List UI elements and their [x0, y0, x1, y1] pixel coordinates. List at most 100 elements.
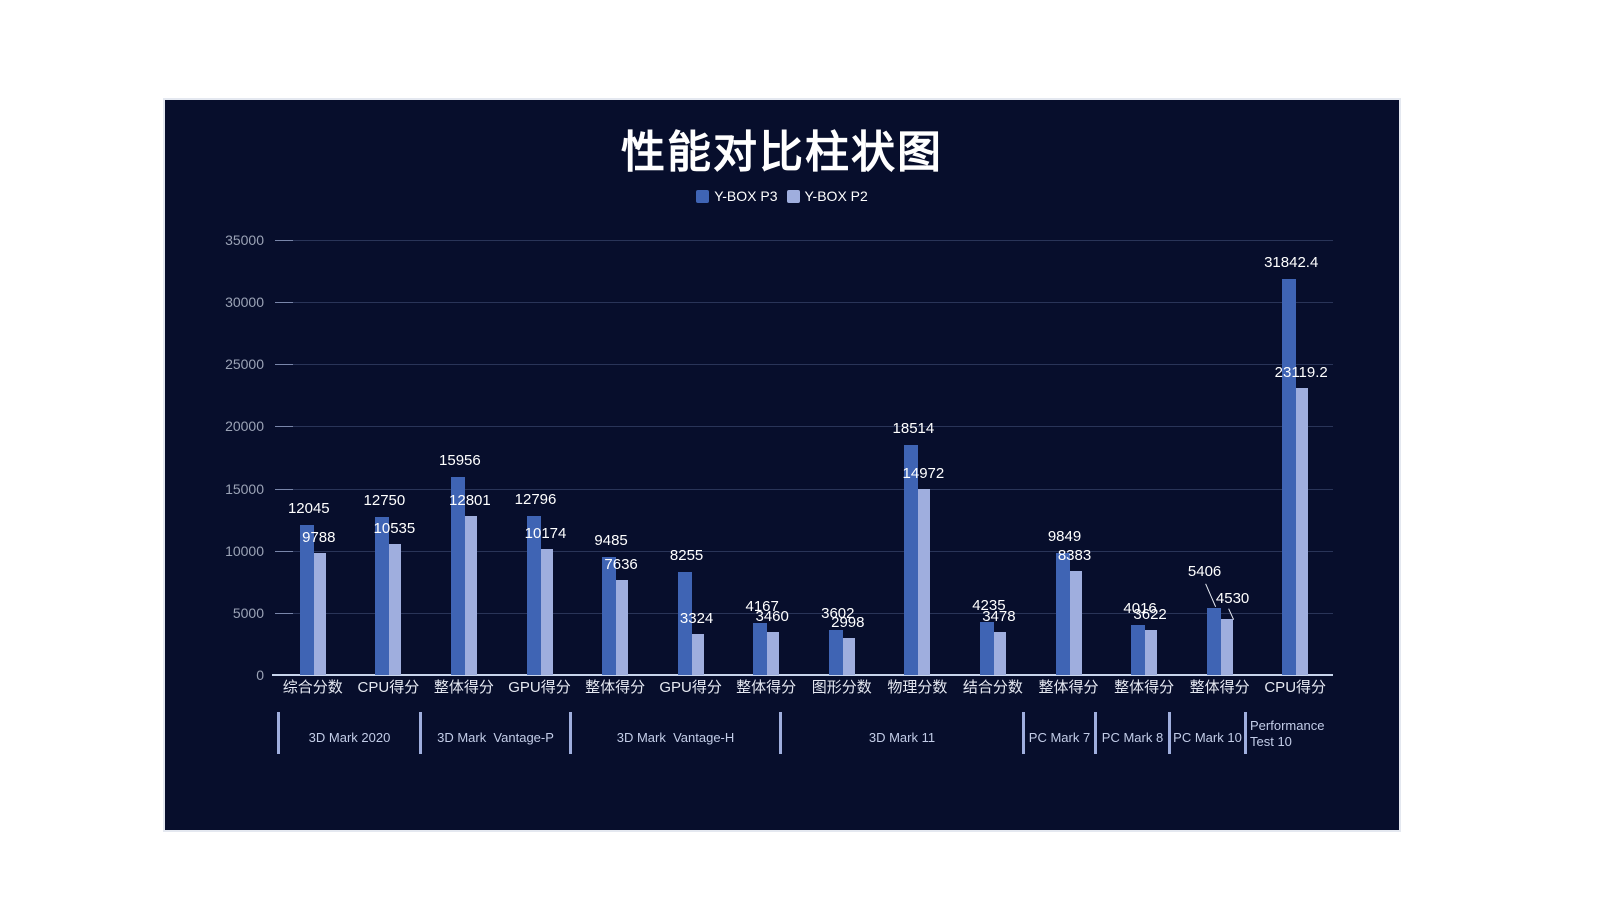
value-label-p2: 4530 — [1215, 589, 1250, 607]
gridline — [275, 488, 1333, 490]
x-category-label: 整体得分 — [433, 679, 494, 696]
y-axis-tick — [275, 302, 293, 304]
value-label-p2: 14972 — [902, 464, 945, 482]
value-label-p3: 9849 — [1047, 527, 1082, 545]
chart-panel: 性能对比柱状图 Y-BOX P3 Y-BOX P2 0 5000 10000 1500… — [163, 98, 1401, 832]
bar-ybox-p3 — [299, 525, 314, 675]
group-separator — [1022, 712, 1025, 754]
value-label-p3: 18514 — [892, 419, 935, 437]
bar-ybox-p3 — [450, 476, 465, 675]
y-axis-tick — [275, 240, 293, 241]
value-label-p2: 7636 — [604, 556, 638, 574]
y-tick-label: 20000 — [225, 418, 264, 435]
group-label: Performance Test 10 — [1250, 718, 1325, 749]
y-axis-tick — [275, 426, 293, 428]
bar-ybox-p2 — [389, 544, 402, 675]
y-tick-label: 15000 — [225, 480, 264, 497]
legend-swatch-p2-icon — [786, 189, 800, 203]
chart-title: 性能对比柱状图 — [621, 128, 943, 177]
value-label-p2: 3622 — [1133, 606, 1167, 623]
legend: Y-BOX P3 Y-BOX P2 — [165, 188, 1399, 204]
value-label-p2: 9788 — [302, 529, 336, 547]
bar-ybox-p2 — [464, 515, 477, 675]
value-label-p2: 10174 — [524, 524, 567, 542]
group-separator — [419, 712, 422, 754]
gridline — [275, 240, 1333, 241]
group-separator — [1244, 712, 1247, 754]
value-label-p3: 3602 — [821, 605, 855, 623]
value-label-p3: 8255 — [669, 547, 704, 565]
bar-ybox-p3 — [1131, 625, 1146, 675]
x-category-label: 整体得分 — [585, 679, 646, 696]
value-label-p3: 31842.4 — [1264, 254, 1319, 272]
bar-ybox-p3 — [1206, 607, 1221, 675]
x-category-label: GPU得分 — [659, 679, 722, 696]
y-tick-label: 25000 — [225, 356, 264, 373]
x-category-label: GPU得分 — [508, 679, 571, 696]
value-label-p3: 15956 — [439, 451, 481, 469]
y-axis-tick — [275, 488, 293, 490]
value-label-p3: 4016 — [1123, 600, 1157, 618]
bar-ybox-p3 — [526, 516, 541, 675]
bar-ybox-p3 — [677, 572, 692, 675]
value-label-p2: 3324 — [679, 609, 714, 627]
y-tick-label: 5000 — [232, 604, 264, 621]
legend-label-p2: Y-BOX P2 — [804, 188, 868, 204]
bar-ybox-p2 — [1296, 387, 1309, 675]
group-label: 3D Mark Vantage-H — [616, 730, 735, 745]
group-label: 3D Mark 2020 — [308, 730, 391, 745]
group-label: 3D Mark Vantage-P — [437, 730, 554, 745]
x-category-label: CPU得分 — [1264, 679, 1327, 696]
bar-ybox-p2 — [1220, 618, 1233, 675]
group-separator — [569, 712, 572, 754]
bar-ybox-p3 — [602, 557, 617, 675]
bar-ybox-p3 — [979, 622, 994, 675]
value-label-p3: 12045 — [287, 500, 330, 518]
y-tick-label: 30000 — [225, 294, 264, 311]
value-label-p2: 3478 — [982, 607, 1016, 625]
legend-item-ybox-p2[interactable]: Y-BOX P2 — [786, 188, 868, 204]
group-separator — [1094, 712, 1097, 754]
bar-ybox-p3 — [1282, 279, 1297, 675]
x-category-label: 整体得分 — [1114, 679, 1175, 696]
bar-ybox-p3 — [1055, 552, 1070, 675]
value-label-p2: 2998 — [831, 613, 865, 631]
bar-ybox-p2 — [842, 637, 855, 675]
plot-area: 0 5000 10000 15000 20000 25000 30000 35000 12045… — [165, 100, 1399, 830]
value-label-p3: 12796 — [514, 491, 557, 508]
legend-item-ybox-p3[interactable]: Y-BOX P3 — [696, 188, 778, 204]
bar-ybox-p2 — [993, 631, 1006, 675]
x-axis-line — [272, 674, 1333, 676]
y-tick-label: 35000 — [225, 232, 264, 248]
gridline — [275, 302, 1333, 304]
x-category-label: 综合分数 — [282, 679, 343, 696]
bar-ybox-p2 — [767, 632, 780, 675]
x-category-label: 图形分数 — [811, 679, 872, 696]
group-label: PC Mark 10 — [1173, 730, 1242, 745]
group-separator — [277, 712, 280, 754]
group-separator — [1168, 712, 1171, 754]
x-category-label: 整体得分 — [1038, 679, 1099, 696]
value-label-p3: 4167 — [745, 598, 779, 616]
group-label: 3D Mark 11 — [868, 730, 936, 745]
bar-ybox-p2 — [313, 553, 326, 675]
bar-ybox-p2 — [1069, 570, 1082, 675]
group-label: PC Mark 7 — [1028, 730, 1091, 745]
legend-label-p3: Y-BOX P3 — [714, 188, 778, 204]
value-label-p2: 23119.2 — [1274, 363, 1328, 381]
value-label-p2: 8383 — [1057, 546, 1092, 564]
bar-ybox-p2 — [616, 580, 629, 675]
bar-ybox-p3 — [828, 630, 843, 675]
group-separator — [779, 712, 782, 754]
gridline — [275, 612, 1333, 614]
value-label-p3: 12750 — [363, 491, 406, 509]
y-axis-tick — [275, 364, 293, 366]
value-label-p2: 10535 — [373, 520, 416, 538]
y-tick-label: 0 — [256, 667, 264, 683]
x-category-label: CPU得分 — [357, 679, 420, 696]
y-axis-tick — [275, 550, 293, 552]
group-label: PC Mark 8 — [1101, 730, 1164, 745]
legend-swatch-p3-icon — [696, 189, 710, 203]
bar-ybox-p3 — [375, 516, 390, 675]
value-label-p2: 12801 — [449, 491, 491, 509]
